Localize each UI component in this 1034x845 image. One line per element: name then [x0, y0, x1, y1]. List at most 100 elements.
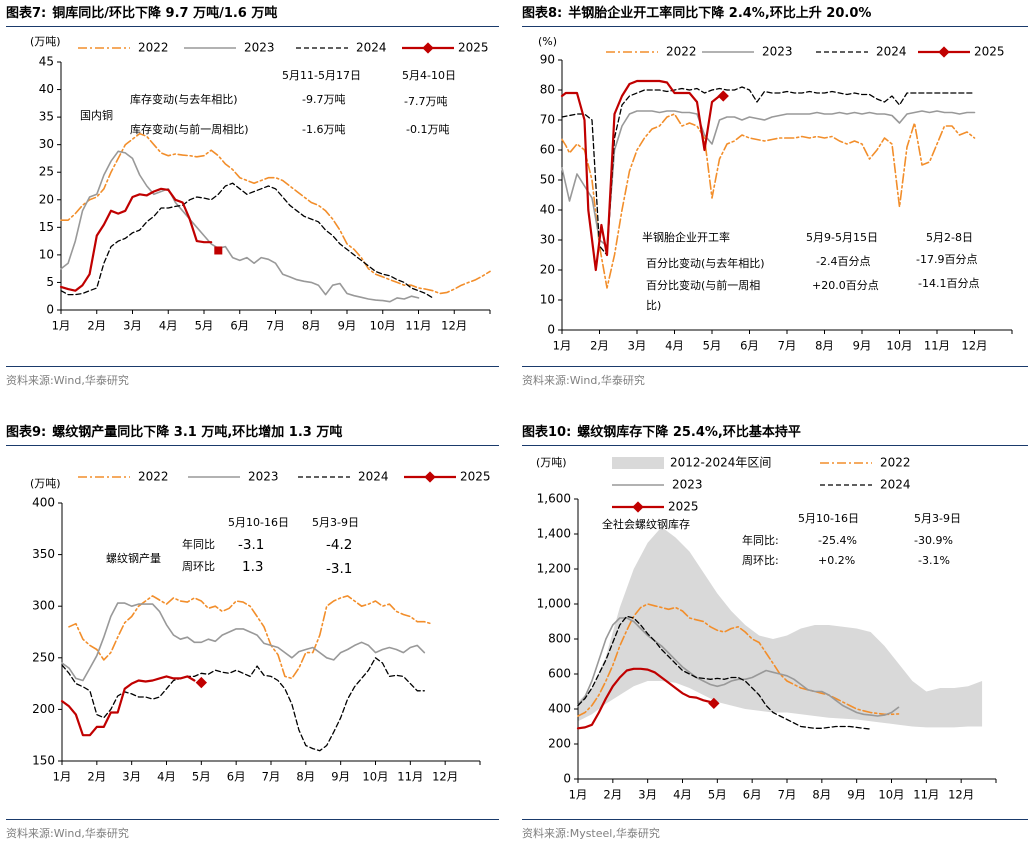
annotation-v22: -0.1万吨: [406, 123, 449, 136]
x-tick-label: 9月: [331, 770, 350, 784]
y-axis-unit: (%): [538, 35, 557, 48]
panel-title: 图表9: 螺纹钢产量同比下降 3.1 万吨,环比增加 1.3 万吨: [6, 421, 499, 446]
series-line-2023: [577, 617, 900, 717]
annotation-v12: -17.9百分点: [916, 253, 977, 266]
annotation-label: 螺纹钢产量: [106, 551, 161, 565]
y-tick-label: 1,200: [537, 562, 571, 576]
annotation-row2: 百分比变动(与前一周相: [646, 278, 760, 292]
legend-marker-2025: [422, 42, 434, 54]
figure-number: 图表8:: [522, 6, 563, 21]
x-tick-label: 11月: [924, 339, 950, 353]
y-tick-label: 10: [540, 293, 555, 307]
y-tick-label: 200: [32, 702, 55, 716]
annotation-row1: 年同比:: [742, 533, 779, 547]
y-tick-label: 20: [540, 263, 555, 277]
x-tick-label: 11月: [405, 319, 431, 333]
legend-label: 2023: [248, 470, 279, 484]
y-tick-label: 70: [540, 113, 555, 127]
x-tick-label: 5月: [195, 319, 214, 333]
x-tick-label: 3月: [638, 788, 657, 802]
annotation-v21: +0.2%: [818, 554, 855, 567]
legend-label: 2025: [668, 500, 699, 514]
x-tick-label: 4月: [159, 319, 178, 333]
series-line-2024: [577, 615, 872, 730]
annotation-v12: -30.9%: [914, 534, 953, 547]
x-tick-label: 3月: [628, 339, 647, 353]
y-axis-unit: (万吨): [30, 477, 61, 490]
x-tick-label: 1月: [569, 788, 588, 802]
chart-panel-rebar-inventory: 图表10: 螺纹钢库存下降 25.4%,环比基本持平 (万吨) 0 200 400 600…: [522, 421, 1028, 840]
x-tick-label: 2月: [87, 770, 106, 784]
annotation-v11: -9.7万吨: [302, 93, 345, 106]
legend-label: 2024: [356, 41, 387, 55]
legend-label: 2025: [460, 470, 491, 484]
x-tick-label: 4月: [157, 770, 176, 784]
x-tick-label: 9月: [847, 788, 866, 802]
y-tick-label: 1,400: [537, 527, 571, 541]
annotation-row2: 库存变动(与前一周相比): [130, 122, 249, 136]
x-tick-label: 8月: [296, 770, 315, 784]
legend-label: 2024: [358, 470, 389, 484]
y-tick-label: 5: [46, 275, 54, 289]
x-tick-label: 2月: [603, 788, 622, 802]
x-tick-label: 9月: [338, 319, 357, 333]
x-tick-label: 10月: [878, 788, 904, 802]
figure-number: 图表9:: [6, 425, 47, 440]
y-tick-label: 250: [32, 650, 55, 664]
y-tick-label: 0: [547, 323, 555, 337]
annotation-v11: -2.4百分点: [816, 255, 870, 268]
y-tick-label: 1,000: [537, 597, 571, 611]
x-tick-label: 8月: [302, 319, 321, 333]
x-tick-label: 5月: [708, 788, 727, 802]
figure-number: 图表10:: [522, 425, 572, 440]
series-line-2024: [61, 657, 425, 752]
annotation-v21: -1.6万吨: [302, 123, 345, 136]
legend-marker-2025: [424, 471, 436, 483]
annotation-v11: -25.4%: [818, 534, 857, 547]
panel-title: 图表7: 铜库同比/环比下降 9.7 万吨/1.6 万吨: [6, 2, 499, 27]
series-line-2023: [561, 110, 976, 247]
annotation-h2: 5月3-9日: [312, 516, 359, 529]
x-tick-label: 7月: [778, 788, 797, 802]
series-line-2023: [60, 150, 420, 303]
annotation-v12: -4.2: [326, 537, 352, 553]
x-tick-label: 4月: [665, 339, 684, 353]
source-note: 资料来源:Wind,华泰研究: [6, 366, 499, 388]
x-tick-label: 6月: [740, 339, 759, 353]
x-tick-label: 4月: [673, 788, 692, 802]
annotation-label: 国内铜: [80, 108, 113, 122]
x-tick-label: 7月: [266, 319, 285, 333]
source-note: 资料来源:Wind,华泰研究: [522, 366, 1028, 388]
legend-label: 2024: [880, 478, 911, 492]
legend-label: 2023: [244, 41, 275, 55]
x-tick-label: 2月: [87, 319, 106, 333]
legend-label: 2022: [138, 41, 169, 55]
x-tick-label: 5月: [192, 770, 211, 784]
x-tick-label: 1月: [53, 770, 72, 784]
series-line-2025: [576, 667, 712, 730]
x-tick-label: 9月: [853, 339, 872, 353]
chart-panel-tire-operating-rate: 图表8: 半钢胎企业开工率同比下降 2.4%,环比上升 20.0% (%) 0 10 2…: [522, 2, 1028, 390]
annotation-h2: 5月3-9日: [914, 512, 961, 525]
legend-label: 2022: [880, 456, 911, 470]
series-line-2025: [560, 79, 721, 272]
legend-label: 2023: [672, 478, 703, 492]
x-tick-label: 10月: [370, 319, 396, 333]
annotation-row2b: 比): [646, 299, 661, 312]
x-tick-label: 1月: [52, 319, 71, 333]
annotation-v11: -3.1: [238, 537, 264, 553]
y-tick-label: 90: [540, 53, 555, 67]
figure-title: 铜库同比/环比下降 9.7 万吨/1.6 万吨: [52, 6, 278, 21]
annotation-h2: 5月2-8日: [926, 231, 973, 244]
figure-number: 图表7:: [6, 6, 47, 21]
x-tick-label: 12月: [961, 339, 987, 353]
y-tick-label: 30: [540, 233, 555, 247]
rebar-output-chart: (万吨) 150 200 250 300 350 400 1月 2月 3月 4月 5月 6月 7月 8月 9月…: [30, 470, 491, 784]
annotation-h1: 5月9-5月15日: [806, 231, 878, 244]
annotation-row1: 年同比: [182, 537, 215, 551]
y-tick-label: 200: [548, 737, 571, 751]
y-tick-label: 400: [548, 702, 571, 716]
legend-swatch-band: [612, 457, 664, 469]
x-tick-label: 5月: [703, 339, 722, 353]
y-tick-label: 35: [39, 110, 54, 124]
